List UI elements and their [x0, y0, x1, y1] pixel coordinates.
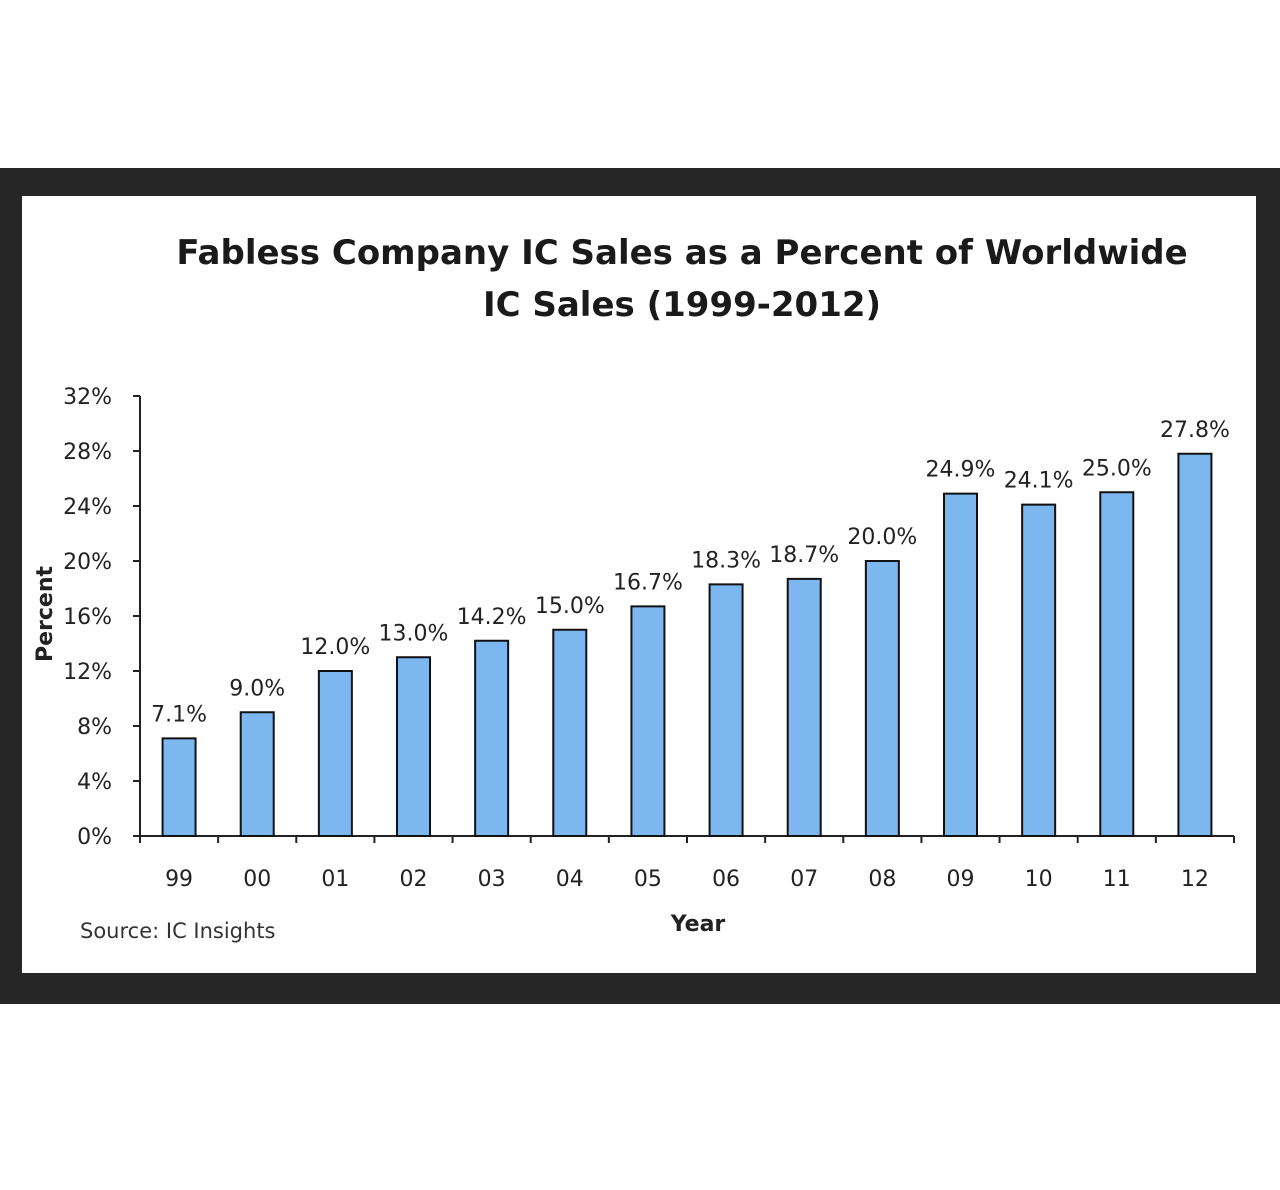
bar: [864, 560, 900, 837]
data-label: 24.1%: [1004, 469, 1074, 494]
data-label: 20.0%: [847, 525, 917, 550]
data-label: 9.0%: [229, 676, 285, 701]
x-tick-label: 04: [556, 867, 584, 892]
x-tick-label: 07: [790, 867, 818, 892]
bar: [552, 628, 588, 837]
chart-panel: Fabless Company IC Sales as a Percent of…: [22, 196, 1256, 973]
bar: [708, 583, 744, 837]
bar: [943, 492, 978, 837]
bar-chart: Fabless Company IC Sales as a Percent of…: [33, 233, 1235, 943]
data-label: 16.7%: [613, 570, 683, 595]
y-axis-title: Percent: [33, 566, 58, 663]
bar: [396, 656, 431, 837]
y-tick-label: 4%: [77, 770, 112, 795]
x-axis-title: Year: [670, 912, 726, 937]
y-tick-label: 28%: [63, 440, 112, 465]
bar: [161, 737, 197, 837]
data-label: 13.0%: [379, 621, 449, 646]
y-tick-label: 0%: [77, 825, 112, 850]
data-label: 7.1%: [151, 702, 207, 727]
y-tick-label: 16%: [63, 605, 112, 630]
y-tick-label: 32%: [63, 385, 112, 410]
bar: [317, 670, 353, 837]
x-tick-label: 99: [165, 867, 193, 892]
bar: [1099, 491, 1135, 837]
y-tick-label: 8%: [77, 715, 112, 740]
bar: [630, 605, 666, 837]
bar: [474, 639, 510, 837]
x-tick-label: 03: [478, 867, 506, 892]
data-label: 24.9%: [926, 458, 996, 483]
source-note: Source: IC Insights: [80, 919, 276, 943]
x-tick-label: 12: [1181, 867, 1209, 892]
chart-title-line-1: Fabless Company IC Sales as a Percent of…: [176, 233, 1187, 273]
x-tick-label: 00: [243, 867, 271, 892]
bar: [1177, 452, 1213, 837]
x-tick-label: 09: [947, 867, 975, 892]
y-tick-label: 12%: [63, 660, 112, 685]
data-label: 27.8%: [1160, 418, 1230, 443]
data-label: 18.3%: [691, 548, 761, 573]
data-label: 18.7%: [769, 543, 839, 568]
bar: [1021, 503, 1057, 837]
x-tick-label: 06: [712, 867, 740, 892]
x-tick-label: 05: [634, 867, 662, 892]
data-label: 25.0%: [1082, 456, 1152, 481]
bar: [786, 577, 822, 837]
data-label: 12.0%: [300, 635, 370, 660]
y-tick-label: 20%: [63, 550, 112, 575]
x-tick-label: 02: [400, 867, 428, 892]
y-tick-label: 24%: [63, 495, 112, 520]
data-label: 14.2%: [457, 605, 527, 630]
plot-area: 0% 4% 8% 12% 16% 20% 24% 28% 32% 7.1% 99 9.0% 00 12.0…: [63, 385, 1235, 892]
chart-frame: Fabless Company IC Sales as a Percent of…: [0, 168, 1280, 1004]
x-tick-label: 01: [321, 867, 349, 892]
x-tick-label: 11: [1103, 867, 1131, 892]
x-tick-label: 08: [868, 867, 896, 892]
data-label: 15.0%: [535, 594, 605, 619]
x-tick-label: 10: [1025, 867, 1053, 892]
bar: [239, 711, 275, 837]
chart-title-line-2: IC Sales (1999-2012): [483, 285, 881, 325]
